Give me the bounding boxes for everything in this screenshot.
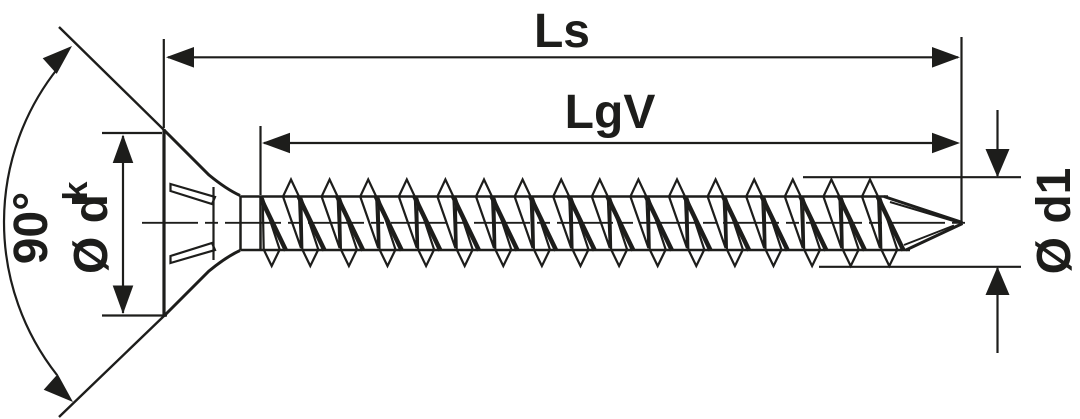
dimension-lgv: LgV	[259, 86, 960, 195]
thread-line	[783, 176, 804, 249]
head-diameter-label: Ø d	[65, 194, 118, 274]
d1-arrow-up	[985, 266, 1010, 295]
dimension-ls: Ls	[162, 5, 963, 221]
tip-inner-line-2	[903, 224, 955, 246]
dimension-head-angle: 90°	[2, 46, 73, 402]
dk-arrow-up	[112, 134, 134, 163]
ls-arrow-left	[166, 47, 194, 68]
angle-arrow-top	[42, 46, 72, 74]
thread-line	[552, 176, 573, 249]
dk-arrow-down	[112, 285, 134, 314]
outer-diameter-label: Ø d1	[1028, 168, 1080, 275]
cone-extension-bottom	[58, 314, 166, 418]
head-angle-label: 90°	[5, 192, 58, 265]
head-diameter-label-subscript: k	[57, 181, 95, 200]
thread-line	[860, 176, 882, 249]
recess-lower-bar	[169, 241, 217, 265]
thread-line	[822, 176, 843, 249]
dimension-head-diameter: Ø d k	[57, 131, 167, 317]
head-top-outline	[162, 128, 241, 197]
angle-arc	[2, 67, 59, 376]
tip-upper-edge	[883, 195, 963, 224]
thread-line	[745, 176, 766, 249]
thread-line	[513, 176, 534, 249]
lgv-arrow-left	[262, 132, 290, 154]
d1-arrow-down	[985, 149, 1010, 178]
thread-line	[667, 176, 689, 249]
cone-extension-top	[58, 26, 165, 131]
tip-lower-edge	[905, 222, 964, 252]
lgv-label: LgV	[565, 86, 656, 139]
thread-line	[373, 195, 404, 252]
angle-arrow-bottom	[43, 374, 73, 402]
ls-arrow-right	[932, 47, 960, 68]
thread-line	[682, 195, 713, 252]
thread-line	[436, 176, 457, 249]
thread-line	[359, 176, 380, 249]
ls-label: Ls	[534, 5, 590, 58]
thread-line	[590, 176, 611, 249]
screw-tip	[883, 195, 964, 252]
head-bottom-outline	[162, 249, 241, 318]
thread-line	[320, 176, 341, 249]
dimension-outer-diameter: Ø d1	[803, 110, 1080, 353]
recess-upper-bar	[169, 182, 217, 206]
tip-inner-line-1	[889, 201, 958, 223]
thread-line	[397, 176, 418, 249]
thread-line	[629, 176, 650, 249]
thread-line	[474, 176, 496, 249]
thread-line	[281, 176, 303, 249]
thread-line	[706, 176, 727, 249]
lgv-arrow-right	[932, 132, 960, 154]
